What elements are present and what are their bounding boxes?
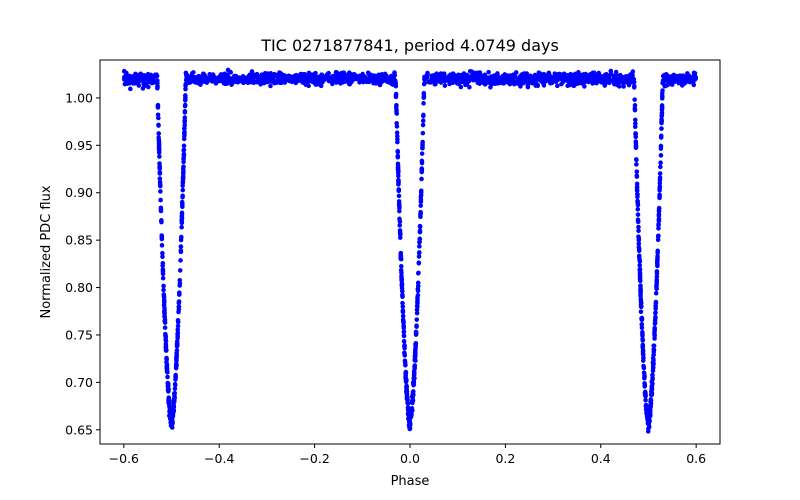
- plot-frame: [99, 59, 721, 445]
- x-axis: −0.6 −0.4 −0.2 0.0 0.2 0.4 0.6: [109, 444, 706, 466]
- x-tick-label: 0.0: [400, 451, 420, 466]
- x-tick-label: −0.2: [299, 451, 329, 466]
- y-tick-label: 0.75: [65, 327, 93, 342]
- chart-title: TIC 0271877841, period 4.0749 days: [260, 36, 559, 55]
- x-tick-label: −0.6: [109, 451, 139, 466]
- x-tick-label: 0.4: [591, 451, 611, 466]
- y-tick-label: 0.95: [65, 138, 93, 153]
- y-axis: 0.65 0.70 0.75 0.80 0.85 0.90 0.95 1.00: [65, 90, 100, 437]
- y-tick-label: 0.65: [65, 422, 93, 437]
- x-axis-label: Phase: [391, 474, 430, 489]
- y-tick-label: 0.90: [65, 185, 93, 200]
- y-tick-label: 0.70: [65, 375, 93, 390]
- x-tick-label: 0.6: [686, 451, 706, 466]
- x-tick-label: −0.4: [204, 451, 234, 466]
- y-tick-label: 1.00: [65, 90, 93, 105]
- data-points: [121, 67, 699, 434]
- series-points: [121, 67, 699, 434]
- y-axis-label: Normalized PDC flux: [39, 185, 54, 318]
- y-tick-label: 0.85: [65, 233, 93, 248]
- x-tick-label: 0.2: [495, 451, 515, 466]
- y-tick-label: 0.80: [65, 280, 93, 295]
